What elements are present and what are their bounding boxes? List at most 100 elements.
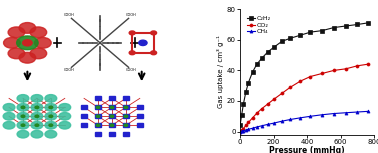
CH₄ bbox=[344, 112, 348, 114]
Ellipse shape bbox=[30, 27, 46, 38]
Ellipse shape bbox=[45, 121, 57, 129]
CO₂ bbox=[288, 86, 293, 88]
FancyBboxPatch shape bbox=[95, 105, 101, 109]
FancyBboxPatch shape bbox=[137, 105, 143, 109]
Ellipse shape bbox=[8, 48, 25, 59]
Ellipse shape bbox=[110, 124, 114, 126]
Ellipse shape bbox=[21, 124, 25, 126]
CO₂ bbox=[271, 99, 276, 100]
Ellipse shape bbox=[34, 37, 51, 48]
C₂H₂ bbox=[344, 25, 348, 27]
CO₂ bbox=[308, 76, 313, 77]
C₂H₂ bbox=[265, 51, 270, 53]
C₂H₂ bbox=[246, 82, 251, 84]
FancyBboxPatch shape bbox=[109, 105, 115, 109]
C₂H₂ bbox=[260, 57, 264, 59]
CH₄ bbox=[241, 130, 246, 132]
FancyBboxPatch shape bbox=[81, 123, 87, 127]
CO₂ bbox=[250, 117, 255, 119]
Legend: C₂H₂, CO₂, CH₄: C₂H₂, CO₂, CH₄ bbox=[246, 15, 272, 35]
C₂H₂ bbox=[271, 47, 276, 48]
Ellipse shape bbox=[45, 95, 57, 102]
Ellipse shape bbox=[110, 106, 114, 108]
CO₂ bbox=[355, 65, 360, 67]
CH₄ bbox=[365, 110, 370, 112]
CH₄ bbox=[244, 129, 248, 131]
C₂H₂ bbox=[238, 125, 242, 126]
Line: C₂H₂: C₂H₂ bbox=[239, 21, 369, 127]
CH₄ bbox=[238, 131, 242, 132]
CH₄ bbox=[246, 128, 251, 130]
C₂H₂ bbox=[365, 22, 370, 24]
C₂H₂ bbox=[288, 37, 293, 39]
Ellipse shape bbox=[59, 121, 71, 129]
Ellipse shape bbox=[139, 40, 147, 46]
Ellipse shape bbox=[35, 106, 39, 108]
Ellipse shape bbox=[35, 124, 39, 126]
Text: COOH: COOH bbox=[64, 13, 74, 17]
CO₂ bbox=[265, 103, 270, 105]
FancyBboxPatch shape bbox=[81, 105, 87, 109]
Ellipse shape bbox=[17, 130, 29, 138]
CH₄ bbox=[254, 126, 259, 128]
CH₄ bbox=[250, 127, 255, 129]
FancyBboxPatch shape bbox=[137, 114, 143, 118]
Ellipse shape bbox=[59, 104, 71, 111]
Ellipse shape bbox=[124, 124, 128, 126]
Line: CO₂: CO₂ bbox=[239, 63, 369, 133]
Ellipse shape bbox=[17, 104, 29, 111]
Ellipse shape bbox=[17, 112, 29, 120]
C₂H₂ bbox=[332, 27, 336, 28]
CH₄ bbox=[280, 120, 284, 122]
CO₂ bbox=[246, 121, 251, 123]
FancyBboxPatch shape bbox=[109, 96, 115, 100]
Ellipse shape bbox=[150, 51, 156, 55]
Ellipse shape bbox=[31, 104, 43, 111]
CO₂ bbox=[332, 69, 336, 71]
Ellipse shape bbox=[49, 124, 53, 126]
Ellipse shape bbox=[8, 27, 25, 38]
Line: CH₄: CH₄ bbox=[239, 110, 369, 133]
FancyBboxPatch shape bbox=[95, 132, 101, 136]
Ellipse shape bbox=[17, 95, 29, 102]
FancyBboxPatch shape bbox=[123, 105, 129, 109]
Ellipse shape bbox=[31, 130, 43, 138]
C₂H₂ bbox=[298, 34, 303, 36]
CO₂ bbox=[365, 63, 370, 65]
FancyBboxPatch shape bbox=[137, 123, 143, 127]
FancyBboxPatch shape bbox=[123, 132, 129, 136]
CH₄ bbox=[271, 122, 276, 124]
CO₂ bbox=[260, 108, 264, 110]
CH₄ bbox=[308, 115, 313, 117]
Ellipse shape bbox=[19, 22, 36, 33]
CH₄ bbox=[355, 111, 360, 113]
FancyBboxPatch shape bbox=[95, 96, 101, 100]
Ellipse shape bbox=[45, 112, 57, 120]
FancyBboxPatch shape bbox=[109, 132, 115, 136]
X-axis label: Pressure (mmHg): Pressure (mmHg) bbox=[269, 146, 345, 153]
Ellipse shape bbox=[31, 95, 43, 102]
FancyBboxPatch shape bbox=[109, 123, 115, 127]
Ellipse shape bbox=[45, 130, 57, 138]
C₂H₂ bbox=[280, 40, 284, 42]
Ellipse shape bbox=[3, 104, 15, 111]
C₂H₂ bbox=[250, 71, 255, 73]
Text: COOH: COOH bbox=[125, 13, 136, 17]
FancyBboxPatch shape bbox=[81, 114, 87, 118]
Ellipse shape bbox=[17, 121, 29, 129]
FancyBboxPatch shape bbox=[123, 114, 129, 118]
Ellipse shape bbox=[124, 115, 128, 118]
C₂H₂ bbox=[244, 91, 248, 93]
Ellipse shape bbox=[150, 31, 156, 35]
FancyBboxPatch shape bbox=[95, 114, 101, 118]
FancyBboxPatch shape bbox=[95, 123, 101, 127]
C₂H₂ bbox=[355, 24, 360, 25]
CO₂ bbox=[239, 129, 244, 131]
CH₄ bbox=[332, 113, 336, 114]
Ellipse shape bbox=[129, 31, 135, 35]
FancyBboxPatch shape bbox=[109, 114, 115, 118]
Ellipse shape bbox=[3, 112, 15, 120]
Ellipse shape bbox=[19, 52, 36, 63]
Ellipse shape bbox=[30, 48, 46, 59]
CO₂ bbox=[320, 73, 324, 74]
